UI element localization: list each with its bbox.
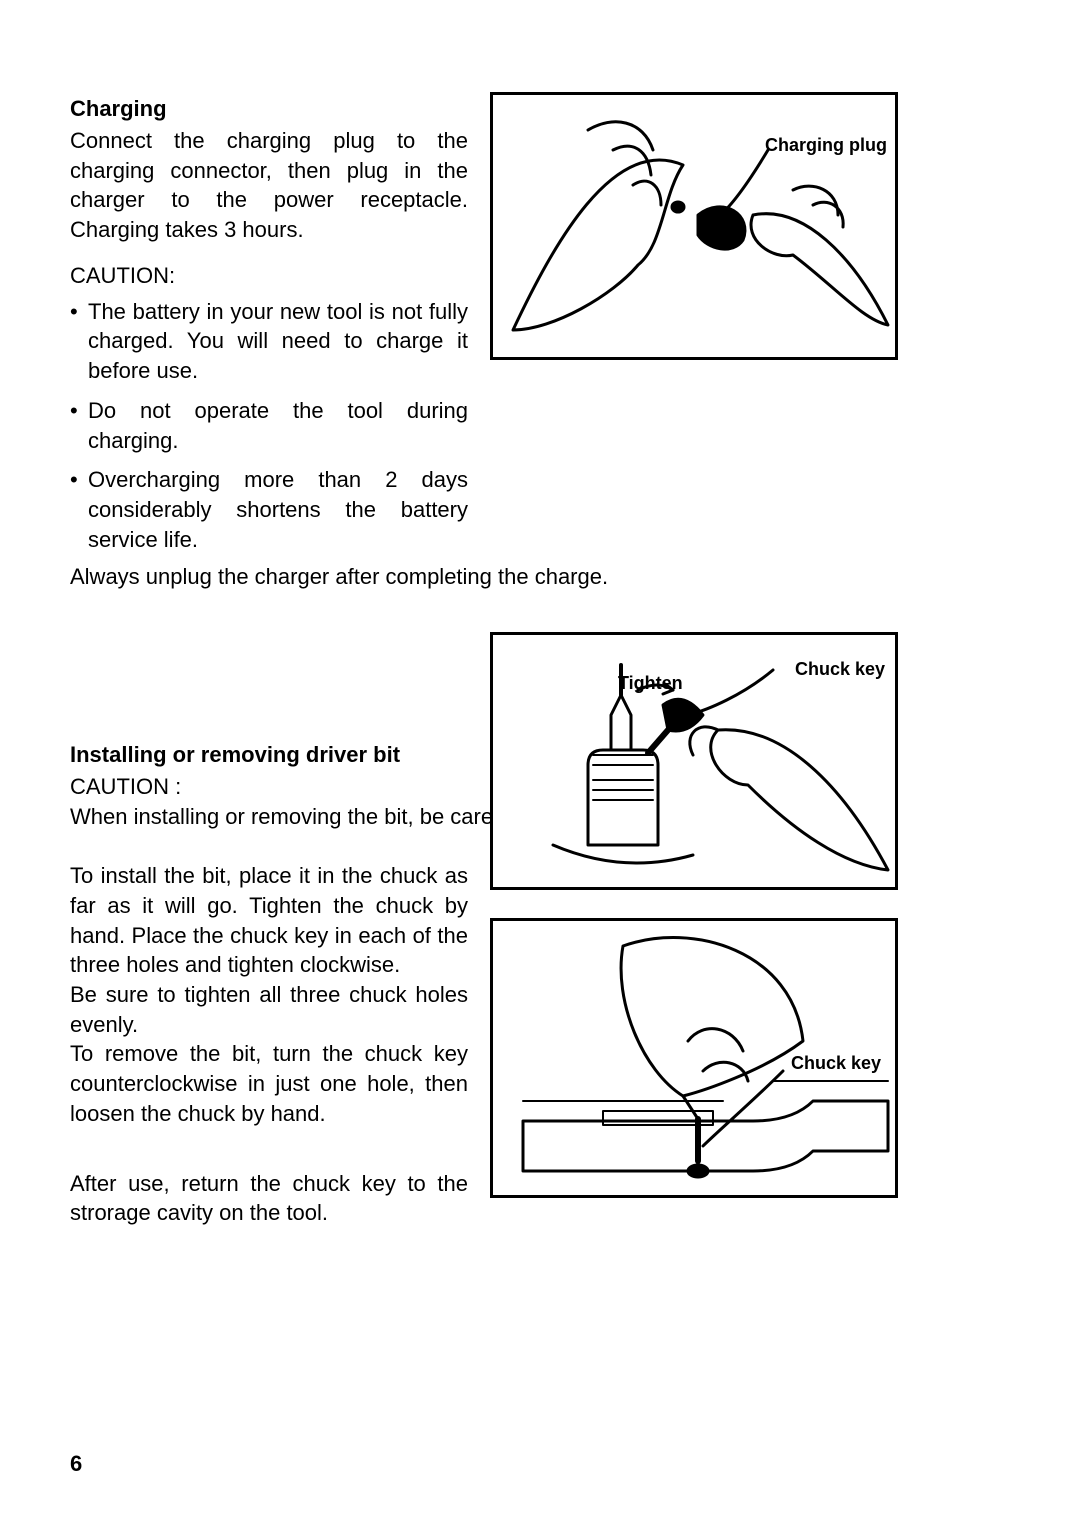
figure-charging: Charging plug (490, 92, 898, 360)
label-chuck-key-3: Chuck key (791, 1053, 881, 1074)
install-p3: To remove the bit, turn the chuck key co… (70, 1039, 468, 1128)
bullet-2: Do not operate the tool during charging. (70, 396, 468, 455)
label-charging-plug: Charging plug (765, 135, 887, 156)
page-number: 6 (70, 1451, 82, 1477)
bullet-3: Overcharging more than 2 days considerab… (70, 465, 468, 554)
bullet-1: The battery in your new tool is not full… (70, 297, 468, 386)
after-use-p1: After use, return the chuck key to the s… (70, 1169, 468, 1228)
bullet-3-continuation: Always unplug the charger after completi… (70, 562, 1010, 592)
charging-intro: Connect the charging plug to the chargin… (70, 126, 468, 245)
label-chuck-key-2: Chuck key (795, 659, 885, 680)
caution-label-1: CAUTION: (70, 263, 468, 289)
after-use-col: After use, return the chuck key to the s… (70, 1169, 468, 1228)
label-tighten: Tighten (618, 673, 683, 694)
figure-chuck-tighten: Tighten Chuck key (490, 632, 898, 890)
install-text-col: To install the bit, place it in the chuc… (70, 861, 468, 1128)
install-p2: Be sure to tighten all three chuck holes… (70, 980, 468, 1039)
figure-chuck-storage: Chuck key (490, 918, 898, 1198)
install-p1: To install the bit, place it in the chuc… (70, 861, 468, 980)
